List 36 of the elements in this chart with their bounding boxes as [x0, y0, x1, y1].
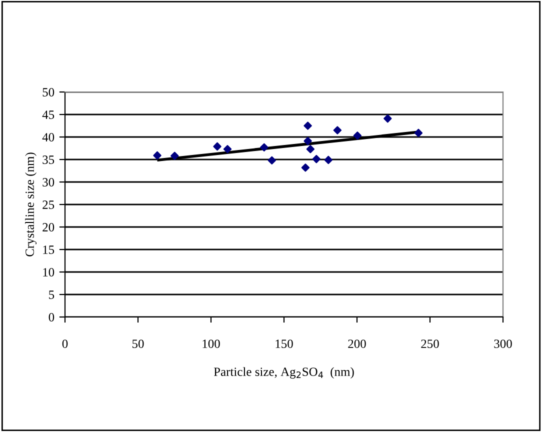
point: [304, 136, 312, 146]
point: [223, 145, 232, 154]
point: [304, 122, 312, 130]
y-tick-label: 45: [42, 110, 54, 119]
x-tick-label: 300: [494, 340, 512, 348]
x-tick-label: 250: [421, 340, 439, 348]
y-tick-label: 50: [42, 88, 54, 96]
point: [312, 154, 321, 164]
y-tick-label: 35: [42, 156, 54, 164]
y-axis-title: Crystalline size (nm): [25, 152, 37, 256]
y-tick-label: 10: [43, 268, 54, 276]
point: [306, 145, 315, 154]
point: [333, 126, 342, 134]
point: [301, 164, 310, 172]
y-tick-label: 40: [42, 133, 54, 142]
point: [213, 142, 222, 151]
y-tick-label: 20: [42, 223, 54, 232]
y-tick-label: 25: [42, 200, 54, 209]
x-tick-label: 50: [132, 340, 144, 348]
point: [260, 143, 268, 152]
x-tick-label: 0: [62, 340, 68, 348]
x-tick-label: 150: [276, 340, 293, 348]
y-tick-label: 15: [43, 246, 54, 254]
y-tick-label: 0: [48, 313, 54, 322]
y-tick-label: 5: [49, 290, 54, 299]
point: [353, 132, 362, 140]
point: [324, 156, 332, 164]
x-tick-label: 100: [202, 340, 220, 348]
point: [153, 151, 162, 160]
x-tick-label: 200: [348, 340, 366, 348]
point: [384, 114, 392, 123]
x-axis-title: Particle size, Ag$_{2}$SO$_{4}$ (nm): [214, 367, 354, 379]
y-tick-label: 30: [42, 178, 54, 186]
point: [170, 152, 179, 160]
point: [268, 156, 276, 164]
point: [414, 128, 423, 138]
